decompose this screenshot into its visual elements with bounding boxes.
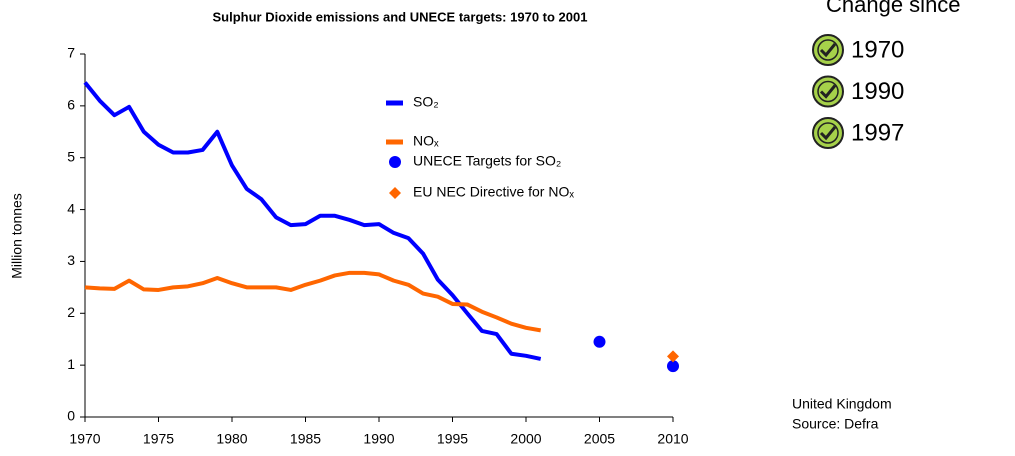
check-mark (819, 43, 837, 58)
check-ring (817, 39, 839, 61)
x-tick-label: 1975 (143, 431, 174, 447)
x-tick-label: 2010 (657, 431, 688, 447)
x-tick-label: 1970 (69, 431, 100, 447)
legend-label: EU NEC Directive for NOₓ (413, 184, 574, 200)
check-ring (817, 80, 839, 103)
legend-swatch (389, 187, 401, 199)
y-tick-label: 6 (67, 97, 75, 113)
y-tick-label: 1 (67, 356, 75, 372)
y-tick-label: 5 (67, 148, 75, 164)
panel-heading: Change since (826, 0, 961, 17)
x-tick-label: 1990 (363, 431, 394, 447)
panel-item: 1970 (851, 36, 904, 63)
check-ring (817, 122, 839, 144)
target-point (667, 350, 679, 363)
target-point (593, 335, 606, 348)
y-axis-label: Million tonnes (9, 193, 25, 279)
y-tick-label: 4 (67, 200, 75, 216)
y-tick-label: 2 (67, 304, 75, 320)
y-tick-label: 7 (67, 45, 75, 61)
target-point (667, 360, 679, 373)
y-tick-label: 3 (67, 252, 75, 268)
x-tick-label: 1985 (290, 431, 321, 447)
x-tick-label: 1995 (437, 431, 468, 447)
panel-item: 1990 (851, 78, 904, 105)
x-tick-label: 2000 (510, 431, 541, 447)
legend-label: SO₂ (413, 94, 439, 110)
footnote: United Kingdom (792, 396, 892, 412)
check-mark (819, 84, 837, 99)
check-mark (819, 126, 837, 141)
series-line (83, 81, 542, 361)
x-tick-label: 1980 (216, 431, 247, 447)
legend-label: UNECE Targets for SO₂ (413, 153, 561, 169)
x-tick-label: 2005 (584, 431, 615, 447)
legend-label: NOₓ (413, 133, 439, 149)
series-line (84, 270, 542, 333)
chart-title: Sulphur Dioxide emissions and UNECE targ… (213, 9, 588, 24)
y-tick-label: 0 (67, 408, 75, 424)
legend-swatch (389, 156, 401, 168)
footnote: Source: Defra (792, 416, 879, 432)
panel-item: 1997 (851, 119, 904, 146)
